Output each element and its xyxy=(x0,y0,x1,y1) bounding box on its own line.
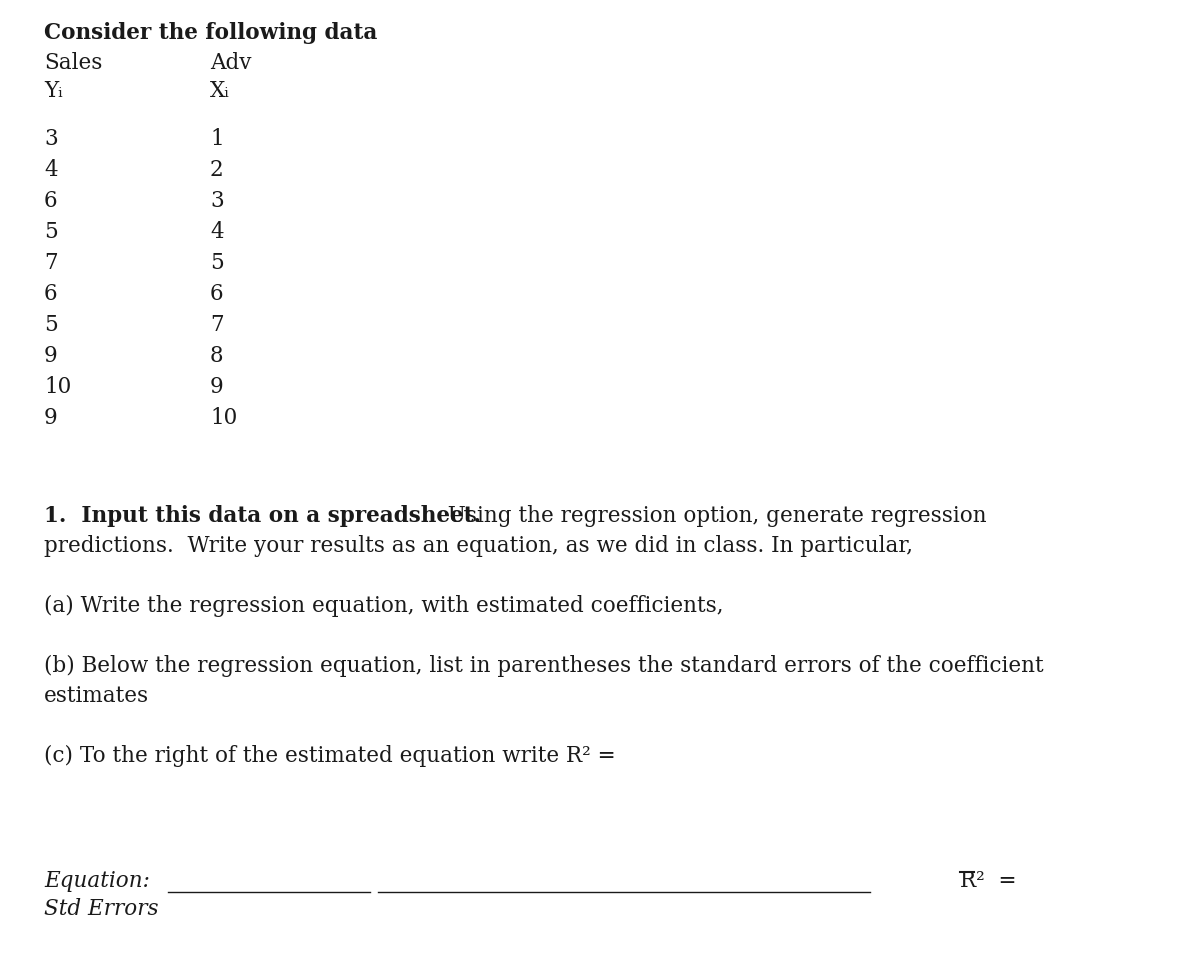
Text: 10: 10 xyxy=(210,407,238,429)
Text: Sales: Sales xyxy=(44,52,102,74)
Text: 3: 3 xyxy=(44,128,58,150)
Text: R²  =: R² = xyxy=(960,870,1016,892)
Text: 8: 8 xyxy=(210,345,223,367)
Text: 5: 5 xyxy=(210,252,223,274)
Text: 4: 4 xyxy=(44,159,58,181)
Text: Xᵢ: Xᵢ xyxy=(210,80,229,102)
Text: 5: 5 xyxy=(44,221,58,243)
Text: 10: 10 xyxy=(44,376,71,398)
Text: estimates: estimates xyxy=(44,685,149,707)
Text: 6: 6 xyxy=(44,190,58,212)
Text: 1: 1 xyxy=(210,128,223,150)
Text: 7: 7 xyxy=(210,314,223,336)
Text: Yᵢ: Yᵢ xyxy=(44,80,62,102)
Text: 5: 5 xyxy=(44,314,58,336)
Text: 9: 9 xyxy=(44,407,58,429)
Text: (b) Below the regression equation, list in parentheses the standard errors of th: (b) Below the regression equation, list … xyxy=(44,655,1044,678)
Text: Adv: Adv xyxy=(210,52,252,74)
Text: 9: 9 xyxy=(44,345,58,367)
Text: 3: 3 xyxy=(210,190,223,212)
Text: 4: 4 xyxy=(210,221,223,243)
Text: 1.  Input this data on a spreadsheet.: 1. Input this data on a spreadsheet. xyxy=(44,505,481,527)
Text: (c) To the right of the estimated equation write R² =: (c) To the right of the estimated equati… xyxy=(44,745,616,767)
Text: 6: 6 xyxy=(44,283,58,305)
Text: 9: 9 xyxy=(210,376,223,398)
Text: Std Errors: Std Errors xyxy=(44,898,158,920)
Text: Equation:: Equation: xyxy=(44,870,150,892)
Text: predictions.  Write your results as an equation, as we did in class. In particul: predictions. Write your results as an eq… xyxy=(44,535,913,557)
Text: Consider the following data: Consider the following data xyxy=(44,22,377,44)
Text: (a) Write the regression equation, with estimated coefficients,: (a) Write the regression equation, with … xyxy=(44,595,724,617)
Text: 6: 6 xyxy=(210,283,223,305)
Text: 7: 7 xyxy=(44,252,58,274)
Text: 2: 2 xyxy=(210,159,223,181)
Text: Using the regression option, generate regression: Using the regression option, generate re… xyxy=(434,505,986,527)
